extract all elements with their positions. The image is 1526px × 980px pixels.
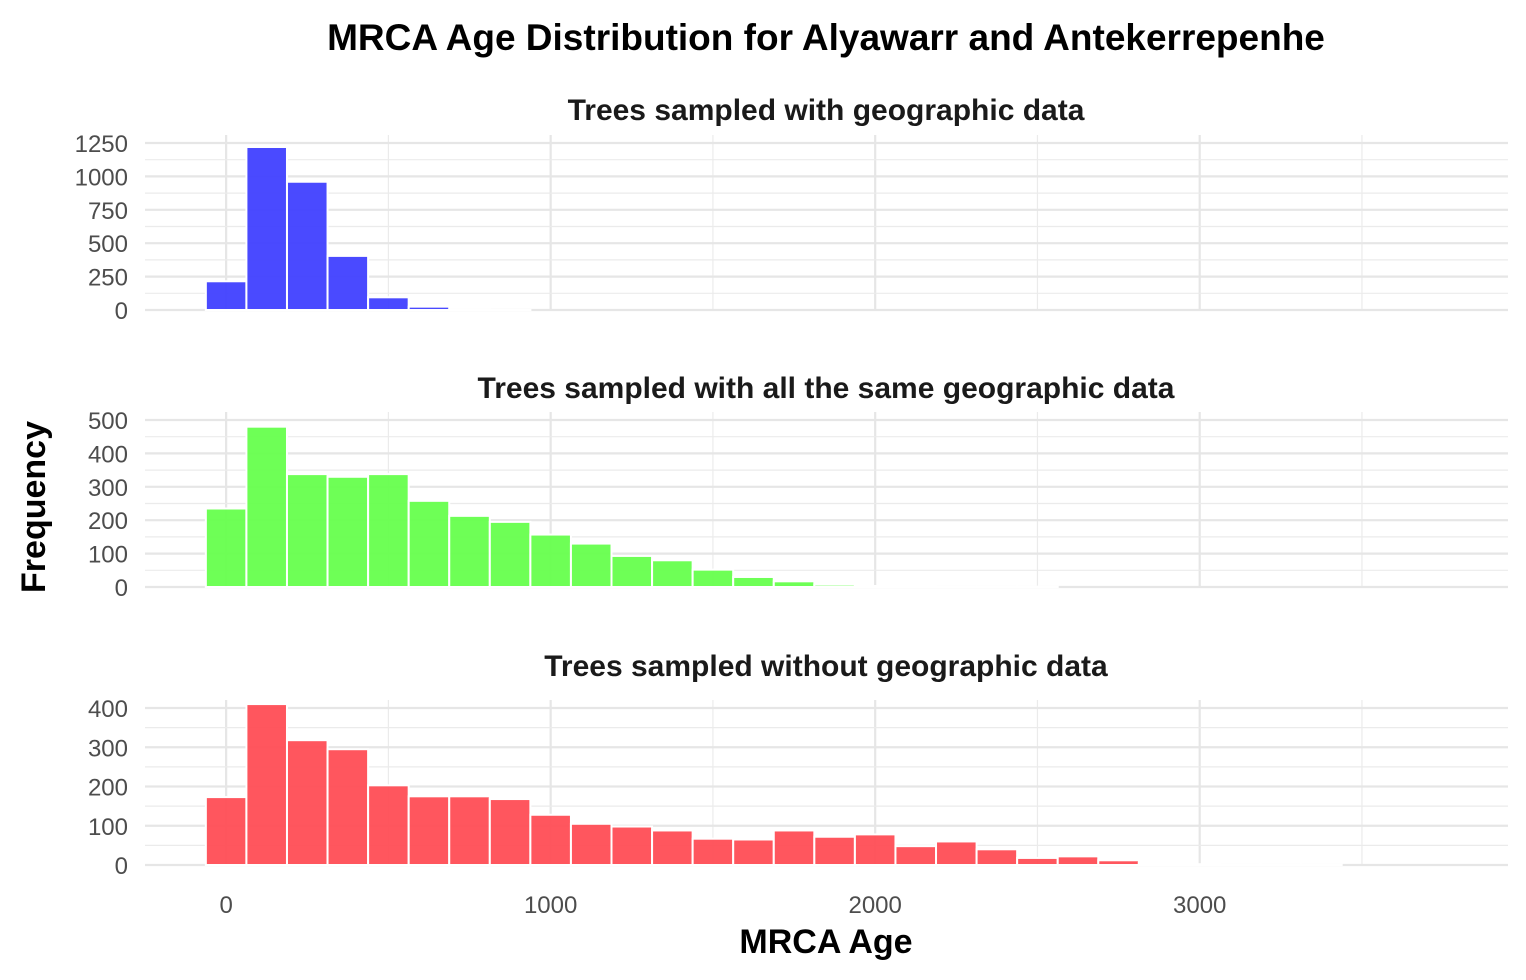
- y-tick-label: 500: [88, 408, 128, 435]
- histogram-bar: [245, 146, 288, 311]
- histogram-bar: [367, 296, 410, 312]
- histogram-bar: [204, 796, 248, 866]
- histogram-bar: [651, 559, 694, 589]
- chart-title: MRCA Age Distribution for Alyawarr and A…: [327, 17, 1325, 58]
- histogram-bar: [610, 825, 654, 866]
- histogram-bar: [488, 520, 532, 588]
- histogram-bar: [285, 180, 329, 311]
- x-tick-label: 1000: [524, 892, 577, 919]
- y-tick-label: 200: [88, 775, 128, 802]
- panel-2: Trees sampled with all the same geograph…: [88, 372, 1508, 602]
- histogram-bar: [407, 305, 451, 312]
- histogram-bar: [245, 703, 288, 867]
- histogram-bar: [285, 739, 329, 866]
- y-tick-label: 400: [88, 696, 128, 723]
- histogram-bar: [569, 542, 613, 589]
- histogram-bar: [894, 845, 938, 866]
- histogram-bar: [448, 795, 491, 866]
- histogram-bar: [245, 425, 288, 588]
- histogram-bar: [367, 784, 410, 867]
- y-tick-label: 500: [88, 231, 128, 258]
- histogram-bar: [529, 813, 572, 867]
- histogram-bar: [367, 473, 410, 588]
- histogram-bar: [853, 833, 897, 867]
- histogram-bar: [407, 499, 451, 588]
- histogram-bar: [1178, 863, 1221, 867]
- y-tick-label: 400: [88, 441, 128, 468]
- histogram-bar: [772, 829, 816, 867]
- panels: Trees sampled with geographic data 0 250 50…: [75, 94, 1508, 919]
- panel-subtitle: Trees sampled with geographic data: [568, 94, 1085, 127]
- histogram-bar: [975, 848, 1019, 866]
- histogram-bar: [813, 835, 856, 866]
- panel-3: Trees sampled without geographic data 0 10…: [88, 650, 1508, 919]
- histogram-bar: [651, 829, 694, 867]
- x-tick-label: 0: [219, 892, 232, 919]
- y-tick-label: 200: [88, 508, 128, 535]
- panel-1: Trees sampled with geographic data 0 250 50…: [75, 94, 1508, 325]
- y-tick-label: 1000: [75, 164, 128, 191]
- x-tick-label: 2000: [848, 892, 901, 919]
- y-tick-label: 0: [115, 298, 128, 325]
- histogram-bar: [326, 748, 370, 867]
- histogram-bar: [448, 514, 491, 588]
- histogram-bar: [407, 795, 451, 866]
- y-tick-label: 0: [115, 853, 128, 880]
- histogram-bar: [1056, 855, 1100, 866]
- histogram-bar: [935, 840, 978, 867]
- histogram-bar: [204, 507, 248, 589]
- x-axis-title: MRCA Age: [739, 923, 912, 961]
- panel-subtitle: Trees sampled without geographic data: [544, 650, 1108, 683]
- histogram-bar: [529, 533, 572, 589]
- histogram-bar: [772, 580, 816, 589]
- histogram-bar: [732, 575, 775, 588]
- y-tick-label: 300: [88, 475, 128, 502]
- histogram-bar: [853, 584, 897, 588]
- y-tick-label: 1250: [75, 131, 128, 158]
- histogram-bar: [813, 583, 856, 588]
- histogram-bar: [569, 822, 613, 866]
- histogram-bar: [1137, 862, 1181, 866]
- y-tick-label: 750: [88, 198, 128, 225]
- histogram-bar: [1097, 859, 1140, 866]
- histogram-bar: [691, 568, 735, 589]
- histogram-bar: [488, 798, 532, 866]
- y-tick-label: 250: [88, 265, 128, 292]
- histogram-bar: [285, 473, 329, 588]
- y-tick-label: 100: [88, 542, 128, 569]
- x-tick-label: 3000: [1173, 892, 1226, 919]
- y-axis-title: Frequency: [15, 421, 53, 593]
- histogram-bar: [894, 585, 938, 588]
- y-tick-label: 100: [88, 814, 128, 841]
- histogram-bar: [204, 280, 248, 311]
- histogram-bar: [326, 475, 370, 588]
- histogram-bar: [326, 254, 370, 311]
- panel-subtitle: Trees sampled with all the same geograph…: [478, 372, 1175, 405]
- histogram-bar: [610, 554, 654, 588]
- histogram-bar: [732, 838, 775, 866]
- histogram-bar: [691, 837, 735, 867]
- y-tick-label: 300: [88, 735, 128, 762]
- histogram-bar: [1016, 856, 1059, 866]
- y-tick-label: 0: [115, 575, 128, 602]
